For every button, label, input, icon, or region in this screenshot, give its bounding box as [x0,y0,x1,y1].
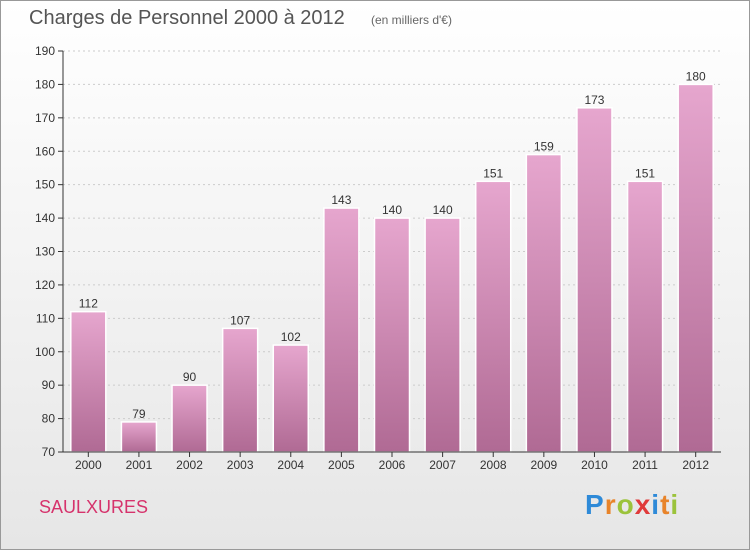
bar [120,421,158,453]
x-tick-label: 2011 [632,458,658,472]
y-tick-label: 170 [35,111,55,125]
logo-letter: i [670,489,680,520]
x-tick-label: 2003 [227,458,254,472]
x-tick-label: 2010 [581,458,608,472]
x-tick-label: 2009 [530,458,557,472]
bar [677,83,714,453]
logo-letter: o [616,489,635,520]
bar [626,180,664,453]
chart-subtitle: (en milliers d'€) [371,13,452,27]
bars: 112 79 90 107 102 143 140 140 151 159 173 151 180 [70,69,714,453]
y-tick-label: 140 [35,211,55,225]
data-label: 107 [230,313,250,327]
data-label: 173 [584,93,604,107]
y-tick-label: 110 [36,311,55,325]
bar [171,384,208,453]
bar [373,217,411,453]
logo-letter: x [634,489,652,520]
bar [474,180,512,453]
data-label: 180 [686,69,706,83]
bar [221,327,259,453]
y-tick-label: 70 [42,445,56,459]
y-tick-label: 80 [42,412,56,426]
logo-letter: t [660,489,671,520]
data-label: 90 [183,370,197,384]
x-tick-label: 2000 [75,458,102,472]
proxiti-logo: Proxiti [585,489,679,521]
y-tick-label: 160 [35,144,55,158]
data-label: 79 [132,407,146,421]
x-tick-label: 2006 [379,458,406,472]
axes: 70 80 90 100 110 120 130 140 150 160 170 180 190 2000… [35,44,721,472]
bar [525,153,563,453]
data-label: 102 [281,330,301,344]
x-tick-label: 2004 [277,458,304,472]
data-label: 140 [433,203,453,217]
data-label: 140 [382,203,402,217]
x-tick-label: 2007 [429,458,456,472]
logo-letter: i [651,489,661,520]
logo-letter: P [585,489,605,520]
x-tick-label: 2005 [328,458,355,472]
y-tick-label: 190 [35,44,55,58]
x-tick-label: 2012 [682,458,709,472]
y-tick-label: 120 [35,278,55,292]
y-tick-label: 90 [42,378,56,392]
bar [272,344,310,453]
data-label: 112 [79,297,98,311]
data-label: 151 [483,166,503,180]
bar [576,107,613,453]
y-tick-label: 150 [35,178,55,192]
bar [323,207,360,453]
bar [70,310,107,453]
data-label: 143 [331,193,351,207]
x-tick-label: 2002 [176,458,203,472]
x-tick-label: 2008 [480,458,507,472]
y-tick-label: 130 [35,245,55,259]
logo-letter: r [604,489,617,520]
data-label: 159 [534,140,554,154]
place-name: SAULXURES [39,497,149,517]
chart-title: Charges de Personnel 2000 à 2012 [29,7,345,29]
x-tick-label: 2001 [126,458,153,472]
bar [424,217,461,453]
y-tick-label: 180 [35,77,55,91]
y-tick-label: 100 [35,345,55,359]
data-label: 151 [635,166,655,180]
